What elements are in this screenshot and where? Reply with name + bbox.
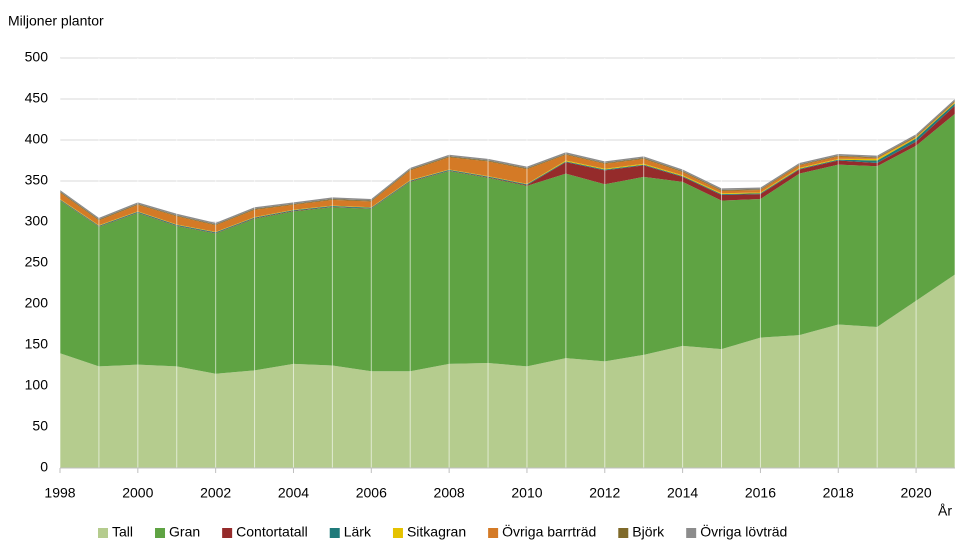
area	[60, 101, 955, 232]
x-tick-label: 2012	[589, 485, 620, 501]
legend-label: Sitkagran	[407, 524, 466, 540]
legend-swatch	[222, 528, 233, 538]
y-tick-label: 500	[25, 49, 49, 65]
x-tick-label: 2000	[122, 485, 153, 501]
legend-swatch	[686, 528, 697, 538]
legend-swatch	[392, 528, 403, 538]
legend-swatch	[618, 528, 629, 538]
y-tick-label: 50	[32, 418, 48, 434]
x-tick-label: 2020	[901, 485, 932, 501]
area	[60, 113, 955, 374]
y-tick-label: 300	[25, 213, 49, 229]
x-axis-label: År	[938, 503, 952, 519]
y-tick-label: 150	[25, 336, 49, 352]
y-tick-label: 100	[25, 377, 49, 393]
y-tick-label: 400	[25, 131, 49, 147]
y-tick-label: 200	[25, 295, 49, 311]
legend-label: Lärk	[344, 524, 372, 540]
legend-swatch	[98, 528, 108, 538]
legend-label: Tall	[112, 524, 133, 540]
legend-label: Gran	[169, 524, 200, 540]
legend-label: Contortatall	[236, 524, 308, 540]
x-tick-label: 2016	[745, 485, 776, 501]
legend-label: Övriga lövträd	[700, 523, 787, 540]
x-tick-label: 2010	[511, 485, 542, 501]
legend-label: Björk	[632, 524, 665, 540]
x-tick-label: 1998	[44, 485, 75, 501]
x-tick-label: 2002	[200, 485, 231, 501]
y-tick-label: 450	[25, 90, 49, 106]
legend-label: Övriga barrträd	[502, 523, 596, 540]
y-tick-label: 0	[40, 459, 48, 475]
y-tick-label: 250	[25, 254, 49, 270]
area	[60, 274, 955, 468]
legend-swatch	[488, 528, 499, 538]
x-tick-label: 2008	[434, 485, 465, 501]
x-tick-label: 2006	[356, 485, 387, 501]
y-tick-label: 350	[25, 172, 49, 188]
y-axis-label: Miljoner plantor	[8, 13, 104, 29]
x-tick-label: 2004	[278, 485, 309, 501]
legend-swatch	[329, 528, 340, 538]
legend-swatch	[155, 528, 166, 538]
x-tick-label: 2014	[667, 485, 698, 501]
x-tick-label: 2018	[823, 485, 854, 501]
